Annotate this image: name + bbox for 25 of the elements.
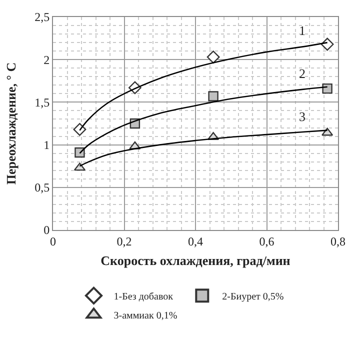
legend-label: 2-Биурет 0,5% <box>222 292 284 303</box>
y-axis-title: Переохлаждение, ° С <box>4 62 19 185</box>
point <box>322 83 332 94</box>
x-tick-label: 0,2 <box>116 234 132 248</box>
x-tick-label: 0,4 <box>188 234 203 248</box>
y-tick-label: 0 <box>44 223 50 238</box>
x-tick-label: 0,6 <box>259 234 274 248</box>
annotation: 3 <box>299 109 306 124</box>
y-tick-label: 1 <box>44 138 50 152</box>
point <box>208 91 218 102</box>
point <box>206 50 220 64</box>
annotation: 1 <box>299 23 306 38</box>
y-tick-label: 2 <box>44 52 50 67</box>
point <box>320 38 334 51</box>
y-tick-label: 0,5 <box>34 180 50 195</box>
point <box>74 147 85 158</box>
y-tick-label: 2,5 <box>34 10 50 24</box>
annotation: 2 <box>299 66 306 81</box>
x-tick-label: 0,8 <box>330 234 346 248</box>
legend-label: 1-Без добавок <box>114 292 174 303</box>
y-tick-label: 1,5 <box>34 95 50 110</box>
point <box>73 123 86 136</box>
point <box>322 128 334 136</box>
x-axis-title: Скорость охлаждения, град/мин <box>100 253 291 268</box>
legend-label: 3-аммиак 0,1% <box>114 310 178 322</box>
